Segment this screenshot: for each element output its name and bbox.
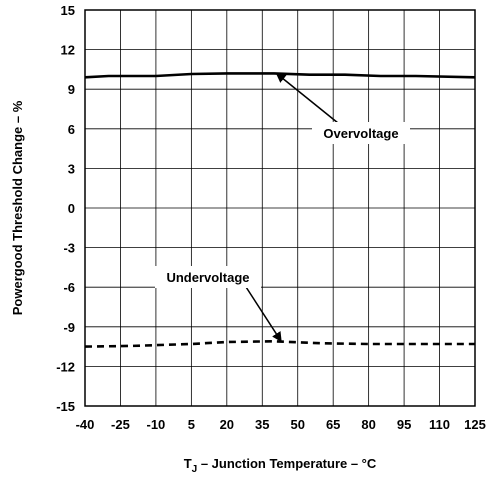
x-tick-label: 95 <box>397 417 411 432</box>
y-tick-label: 12 <box>61 43 75 58</box>
y-tick-label: 3 <box>68 161 75 176</box>
y-tick-labels: 15 12 9 6 3 0 -3 -6 -9 -12 -15 <box>56 3 75 414</box>
x-tick-label: -40 <box>76 417 95 432</box>
y-tick-label: 0 <box>68 201 75 216</box>
x-tick-label: -10 <box>147 417 166 432</box>
y-axis-label: Powergood Threshold Change – % <box>10 100 25 315</box>
x-axis-label-rest: – Junction Temperature – °C <box>197 456 377 471</box>
y-tick-label: -12 <box>56 359 75 374</box>
x-tick-label: 50 <box>290 417 304 432</box>
annotation-background <box>155 266 261 288</box>
x-tick-label: 80 <box>361 417 375 432</box>
y-tick-label: 15 <box>61 3 75 18</box>
annotation-background <box>312 122 410 144</box>
annotation-arrow <box>245 286 282 343</box>
y-tick-label: -15 <box>56 399 75 414</box>
x-tick-label: 20 <box>220 417 234 432</box>
x-axis-label-prefix: T <box>184 456 192 471</box>
series-line-overvoltage <box>84 72 476 79</box>
annotation-label: Overvoltage <box>323 126 398 141</box>
x-tick-label: 65 <box>326 417 340 432</box>
y-tick-label: -9 <box>63 320 75 335</box>
x-tick-labels: -40 -25 -10 5 20 35 50 65 80 95 110 125 <box>76 417 486 432</box>
x-tick-label: 5 <box>188 417 195 432</box>
y-tick-label: -3 <box>63 241 75 256</box>
annotation-arrow <box>275 72 339 124</box>
y-tick-label: 6 <box>68 122 75 137</box>
series-layer <box>84 72 476 348</box>
annotations: Overvoltage Undervoltage <box>155 72 410 343</box>
x-tick-label: 110 <box>429 417 450 432</box>
y-tick-label: -6 <box>63 280 75 295</box>
y-tick-label: 9 <box>68 82 75 97</box>
plot-frame <box>84 9 476 407</box>
series-line-undervoltage <box>84 339 475 348</box>
grid-lines <box>85 10 475 406</box>
x-tick-label: 125 <box>464 417 486 432</box>
x-axis-label: TJ – Junction Temperature – °C <box>184 456 377 475</box>
x-axis-label-subscript: J <box>192 464 198 475</box>
x-tick-label: -25 <box>111 417 130 432</box>
annotation-label: Undervoltage <box>166 270 249 285</box>
x-tick-label: 35 <box>255 417 269 432</box>
